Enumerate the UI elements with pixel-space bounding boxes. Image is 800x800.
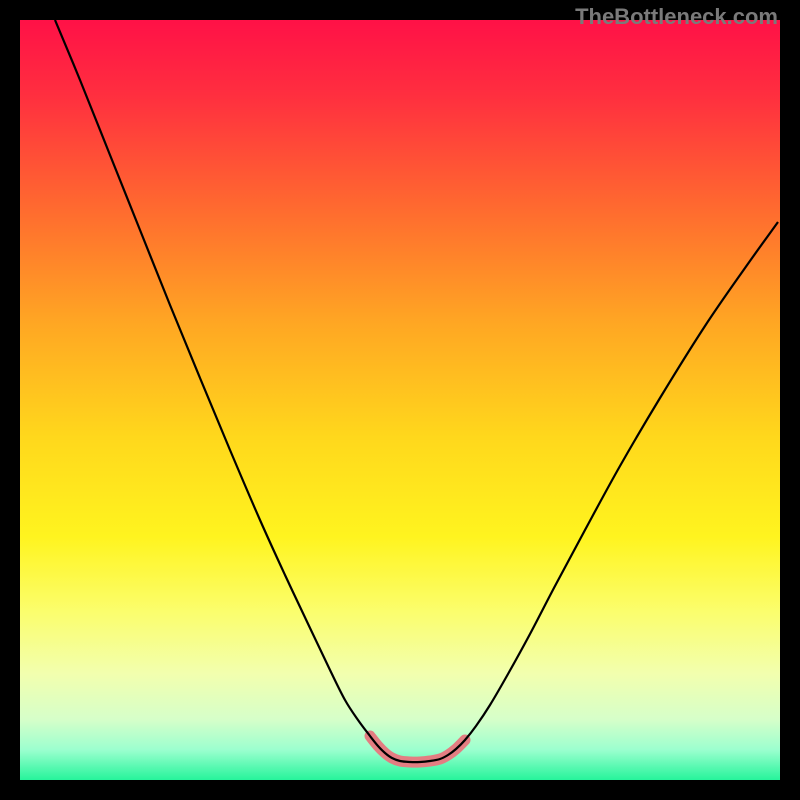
curve-layer: [20, 20, 780, 780]
bottleneck-highlight: [370, 736, 465, 762]
watermark-text: TheBottleneck.com: [575, 4, 778, 30]
chart-container: TheBottleneck.com: [0, 0, 800, 800]
plot-area: [20, 20, 780, 780]
bottleneck-curve: [55, 20, 778, 762]
